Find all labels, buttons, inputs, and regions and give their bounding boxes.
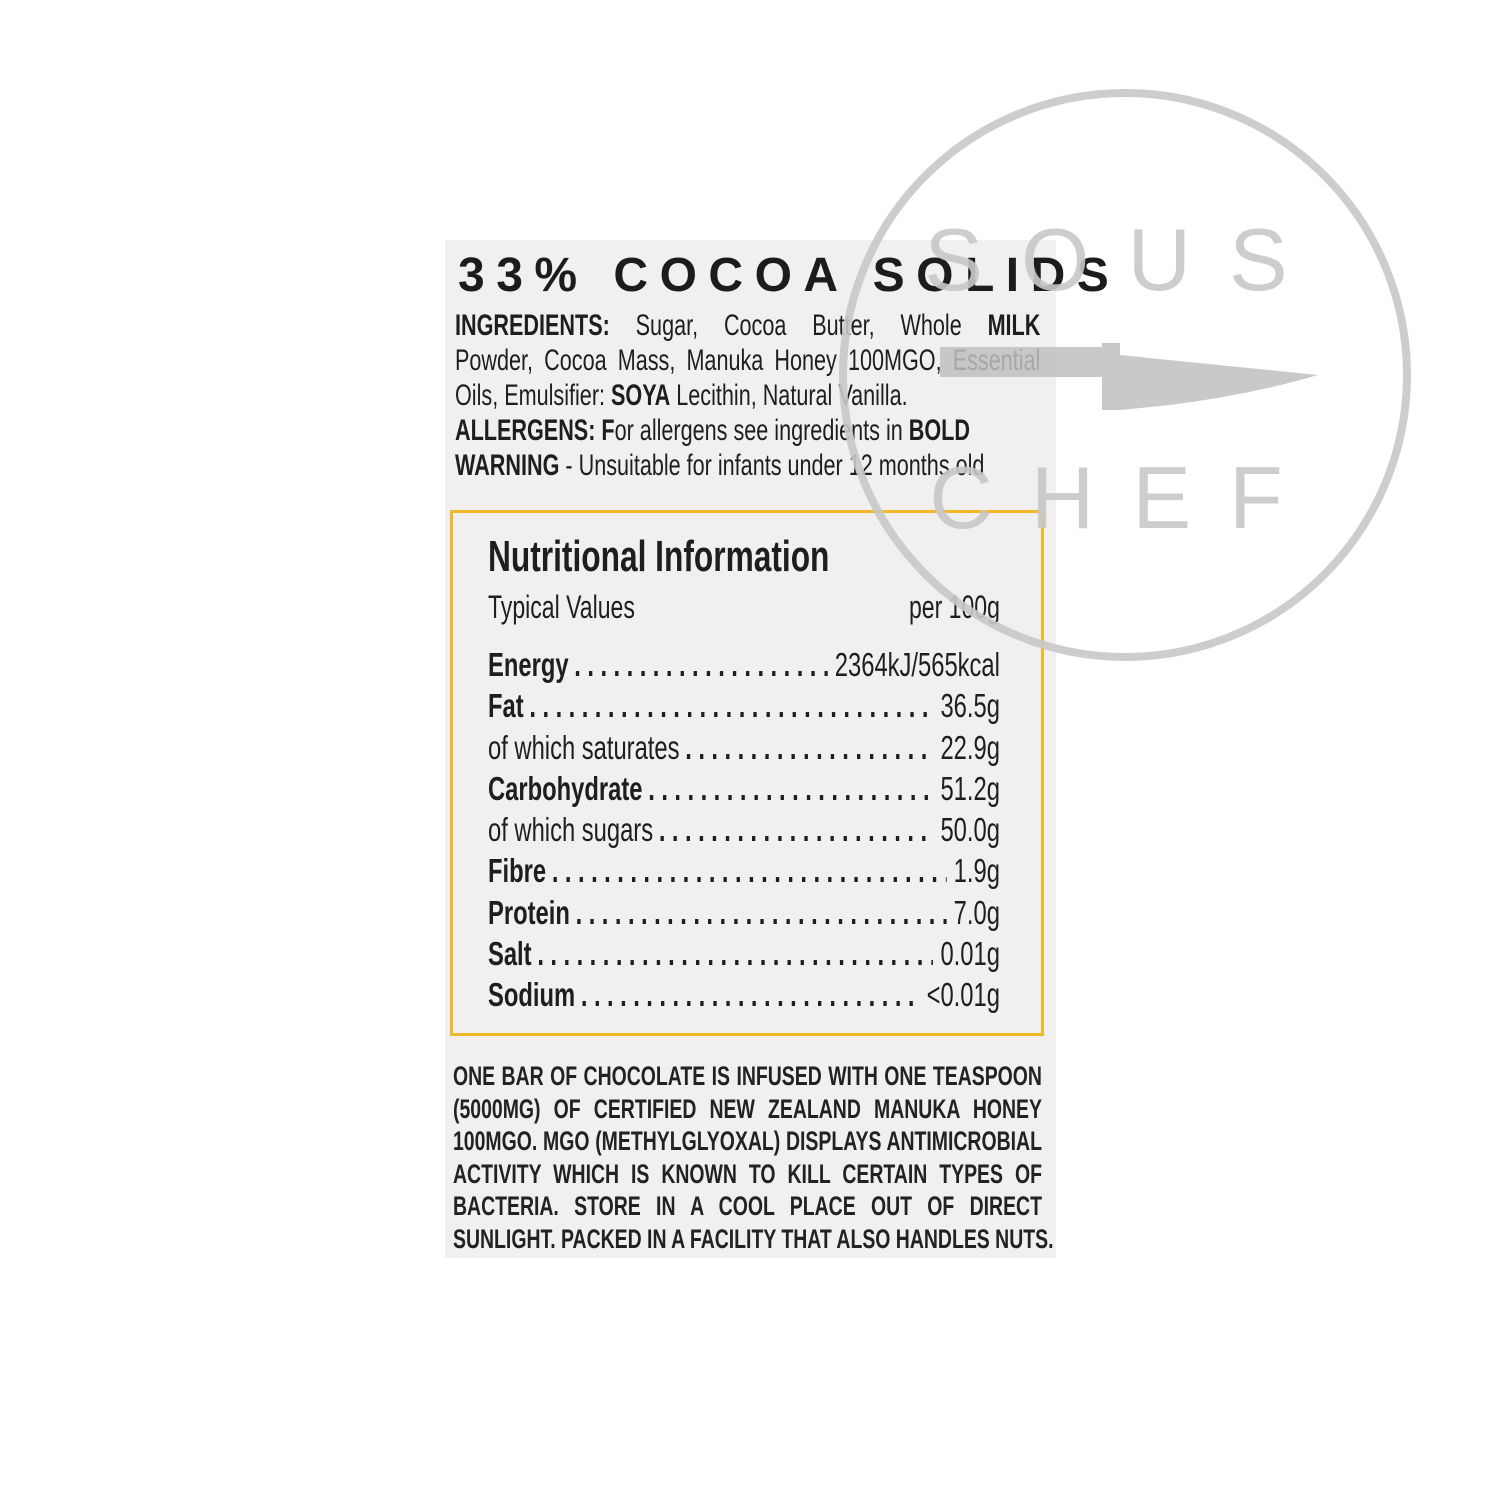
nutrient-value: 51.2g — [940, 769, 1000, 807]
nutrient-value: 50.0g — [940, 811, 1000, 849]
ingredients-line: Powder, Cocoa Mass, Manuka Honey 100MGO,… — [455, 343, 1040, 378]
nutrient-label: Fat — [488, 687, 524, 725]
typical-values-header: Typical Values per 100g — [488, 588, 1000, 626]
text: Sugar, Cocoa Butter, Whole — [609, 309, 988, 342]
notes-line: BACTERIA. STORE IN A COOL PLACE OUT OF D… — [453, 1191, 1042, 1222]
typical-values-label: Typical Values — [488, 589, 635, 625]
dot-leader: ........................................… — [648, 769, 934, 807]
ingredients-line: ALLERGENS: For allergens see ingredients… — [455, 413, 1040, 448]
nutrient-value: 2364kJ/565kcal — [834, 646, 1000, 683]
text: or allergens see ingredients in — [614, 414, 909, 447]
nutrient-label: Salt — [488, 935, 532, 973]
nutrient-value: <0.01g — [926, 976, 1000, 1014]
ingredients-line: INGREDIENTS: Sugar, Cocoa Butter, Whole … — [455, 308, 1040, 343]
nutrient-label: of which saturates — [488, 728, 680, 766]
nutrition-row: Protein.................................… — [488, 892, 1000, 933]
nutrition-row: Carbohydrate............................… — [488, 768, 1000, 809]
dot-leader: ........................................… — [580, 976, 920, 1014]
nutrient-label: Protein — [488, 893, 570, 931]
bold-text: ALLERGENS: F — [455, 414, 615, 447]
dot-leader: ........................................… — [551, 852, 947, 890]
nutrition-table: Energy..................................… — [488, 644, 1000, 1016]
nutrient-value: 0.01g — [940, 935, 1000, 973]
per-100g-label: per 100g — [908, 589, 1000, 625]
dot-leader: ........................................… — [575, 893, 947, 931]
bold-text: MILK — [987, 309, 1041, 342]
product-notes: ONE BAR OF CHOCOLATE IS INFUSED WITH ONE… — [453, 1060, 1054, 1256]
nutrient-label: Fibre — [488, 852, 547, 890]
bold-text: WARNING — [455, 449, 560, 482]
nutrient-label: Carbohydrate — [488, 769, 643, 807]
ingredients-line: WARNING - Unsuitable for infants under 1… — [455, 448, 1040, 483]
nutrition-row: Energy..................................… — [488, 644, 1000, 685]
nutrient-label: Sodium — [488, 976, 576, 1014]
dot-leader: ........................................… — [537, 935, 933, 973]
notes-line: ONE BAR OF CHOCOLATE IS INFUSED WITH ONE… — [453, 1061, 1042, 1091]
nutrient-value: 7.0g — [953, 893, 1000, 931]
text: Lecithin, Natural Vanilla. — [670, 379, 908, 412]
nutrient-label: of which sugars — [488, 811, 654, 849]
notes-line: ACTIVITY WHICH IS KNOWN TO KILL CERTAIN … — [453, 1158, 1042, 1189]
ingredients-block: INGREDIENTS: Sugar, Cocoa Butter, Whole … — [455, 308, 1040, 483]
bold-text: SOYA — [611, 379, 671, 412]
nutrient-value: 36.5g — [940, 687, 1000, 725]
nutrition-row: of which saturates......................… — [488, 727, 1000, 768]
notes-line: (5000MG) OF CERTIFIED NEW ZEALAND MANUKA… — [453, 1093, 1042, 1124]
bold-text: BOLD — [908, 414, 970, 447]
nutrient-label: Energy — [488, 646, 569, 683]
nutrition-row: Fibre...................................… — [488, 850, 1000, 891]
text: Oils, Emulsifier: — [455, 379, 612, 412]
cocoa-solids-title: 33% COCOA SOLIDS — [458, 249, 1121, 302]
dot-leader: ........................................… — [685, 728, 934, 766]
bold-text: INGREDIENTS: — [455, 309, 610, 342]
nutrition-box — [450, 510, 1044, 1036]
nutrition-title: Nutritional Information — [488, 532, 830, 581]
ingredients-line: Oils, Emulsifier: SOYA Lecithin, Natural… — [455, 378, 1040, 413]
notes-line: 100MGO. MGO (METHYLGLYOXAL) DISPLAYS ANT… — [453, 1126, 1042, 1157]
dot-leader: ........................................… — [574, 646, 827, 683]
text: - Unsuitable for infants under 12 months… — [559, 449, 985, 482]
nutrient-value: 1.9g — [953, 852, 1000, 890]
nutrition-row: Salt....................................… — [488, 933, 1000, 974]
nutrition-row: Sodium..................................… — [488, 974, 1000, 1015]
dot-leader: ........................................… — [529, 687, 933, 725]
nutrient-value: 22.9g — [940, 728, 1000, 766]
nutrition-row: Fat.....................................… — [488, 685, 1000, 726]
notes-line: SUNLIGHT. PACKED IN A FACILITY THAT ALSO… — [453, 1223, 1054, 1254]
text: Powder, Cocoa Mass, Manuka Honey 100MGO,… — [455, 344, 1041, 377]
nutrition-row: of which sugars.........................… — [488, 809, 1000, 850]
dot-leader: ........................................… — [658, 811, 934, 849]
